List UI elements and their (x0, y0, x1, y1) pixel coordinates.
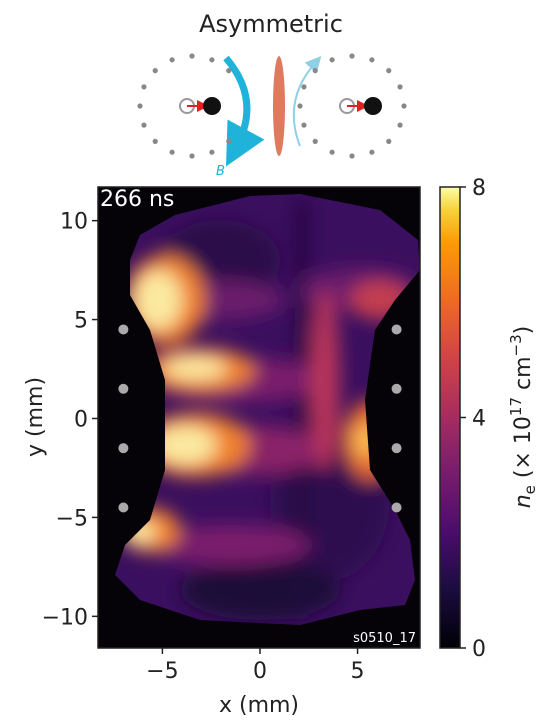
y-axis-label: y (mm) (23, 377, 48, 457)
ring-dot (226, 68, 231, 73)
label-part: e (521, 485, 539, 494)
ring-dot (226, 139, 231, 144)
target (203, 97, 221, 115)
figure: Asymmetric B (0, 0, 542, 720)
title: Asymmetric (199, 10, 343, 38)
electrode (392, 443, 402, 453)
label-part: 17 (507, 397, 525, 416)
electrode (118, 384, 128, 394)
y-tick-label: 10 (60, 210, 88, 235)
electrode (392, 503, 402, 513)
target (364, 97, 382, 115)
ring-dot (386, 68, 391, 73)
ring-dot (297, 103, 302, 108)
ring-dot (313, 139, 318, 144)
ring-dot (141, 123, 146, 128)
ring-dot (330, 150, 335, 155)
label-part: n (511, 494, 536, 508)
ring-dot (189, 153, 194, 158)
label-part: cm (511, 356, 536, 397)
ring-dot (397, 123, 402, 128)
ring-dot (137, 103, 142, 108)
ring-dot (369, 150, 374, 155)
label-part: −3 (507, 334, 525, 356)
ring-dot (301, 123, 306, 128)
plot-area: 266 ns s0510_17 (98, 187, 420, 648)
shot-label: s0510_17 (353, 631, 416, 646)
ring-dot (401, 103, 406, 108)
colorbar-label: ne (× 1017 cm−3) (507, 326, 539, 509)
ring-dot (153, 139, 158, 144)
field-arrow-weak (294, 62, 316, 146)
ring-dot (330, 57, 335, 62)
x-tick-label: −5 (146, 659, 178, 684)
ring-dot (369, 57, 374, 62)
ring-dot (209, 57, 214, 62)
label-part: (× 10 (511, 416, 536, 485)
electrode (392, 384, 402, 394)
x-tick-label: 5 (351, 659, 365, 684)
ring-dot (153, 68, 158, 73)
ring-dot (189, 53, 194, 58)
current-sheet (273, 56, 285, 156)
x-axis-label: x (mm) (219, 693, 299, 718)
ring-dot (301, 84, 306, 89)
diagram: B (137, 53, 406, 179)
ring-dot (349, 53, 354, 58)
electrode (392, 324, 402, 334)
y-tick-label: 0 (74, 407, 88, 432)
ring-dot (209, 150, 214, 155)
ring-dot (397, 84, 402, 89)
x-tick-label: 0 (253, 659, 267, 684)
colorbar-tick-label: 0 (472, 637, 486, 662)
y-tick-label: −10 (42, 605, 88, 630)
ring-dot (170, 150, 175, 155)
electrode (118, 324, 128, 334)
electrode (118, 443, 128, 453)
y-tick-label: 5 (74, 309, 88, 334)
ring-dot (349, 153, 354, 158)
y-tick-label: −5 (56, 506, 88, 531)
colorbar-tick-label: 8 (472, 176, 486, 201)
electrode (118, 503, 128, 513)
ring-dot (141, 84, 146, 89)
time-label: 266 ns (100, 187, 174, 212)
ring-dot (386, 139, 391, 144)
field-label: B (216, 164, 225, 179)
ring-dot (313, 68, 318, 73)
colorbar-tick-label: 4 (472, 407, 486, 432)
colorbar (440, 187, 460, 648)
ring-dot (170, 57, 175, 62)
label-part: ) (511, 326, 536, 335)
